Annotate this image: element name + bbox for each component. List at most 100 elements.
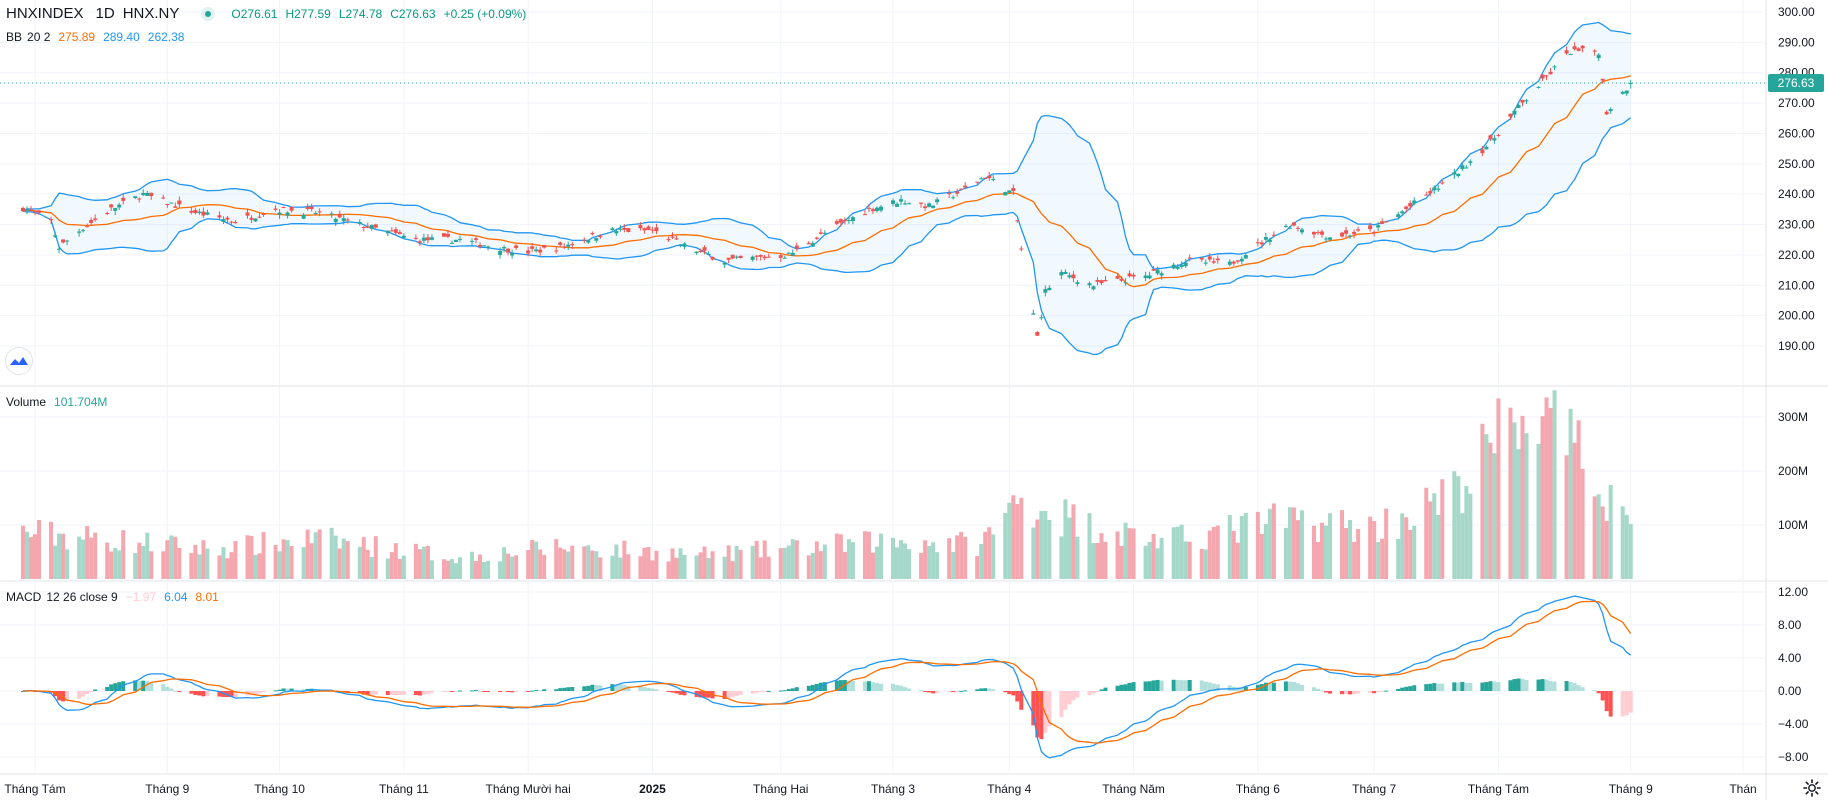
- volume-legend[interactable]: Volume 101.704M: [6, 395, 107, 409]
- volume-bar: [834, 533, 839, 579]
- macd-hist-bar: [470, 690, 475, 692]
- candle: [899, 195, 904, 206]
- candle: [341, 214, 346, 225]
- candle-body: [474, 238, 479, 240]
- volume-bar: [754, 540, 759, 579]
- volume-bar: [161, 551, 166, 579]
- candle: [1131, 272, 1136, 280]
- tradingview-logo-icon[interactable]: [6, 348, 32, 374]
- candle: [369, 224, 374, 231]
- volume-bar: [1311, 525, 1316, 579]
- macd-hist-bar: [61, 691, 66, 702]
- macd-hist-bar: [594, 684, 599, 691]
- macd-hist-bar: [955, 691, 960, 692]
- macd-hist-bar: [449, 691, 454, 692]
- candle-body: [233, 222, 238, 224]
- volume-bar: [1143, 545, 1148, 579]
- volume-bar: [425, 545, 430, 579]
- candle-body: [947, 192, 952, 195]
- macd-hist-bar: [1187, 679, 1192, 691]
- macd-hist-bar: [1376, 691, 1381, 693]
- volume-bar: [457, 557, 462, 579]
- candle-body: [834, 221, 839, 224]
- macd-hist-bar: [1211, 683, 1216, 691]
- candle: [874, 206, 879, 213]
- candle: [730, 254, 735, 260]
- candle: [1540, 74, 1545, 82]
- volume-bar: [217, 555, 222, 579]
- price-axis: 300.00290.00280.00270.00260.00250.00240.…: [1778, 5, 1815, 764]
- candle-body: [694, 251, 699, 254]
- candle: [1596, 53, 1601, 62]
- ohlc-open: O276.61: [231, 6, 278, 21]
- candle-body: [1215, 258, 1220, 261]
- volume-bar: [642, 547, 647, 579]
- macd-hist-bar: [478, 690, 483, 692]
- candle: [790, 249, 795, 256]
- macd-hist-bar: [441, 691, 446, 693]
- candle-body: [1239, 258, 1244, 262]
- volume-bar: [1059, 536, 1064, 579]
- macd-hist-bar: [273, 690, 278, 692]
- volume-bar: [674, 557, 679, 579]
- volume-bar: [1524, 433, 1529, 579]
- candle-body: [794, 245, 799, 249]
- volume-bar: [654, 550, 659, 579]
- volume-bar: [1316, 542, 1321, 579]
- volume-bar: [951, 551, 956, 579]
- candle: [441, 232, 446, 238]
- settings-gear-icon[interactable]: [1802, 778, 1822, 798]
- candle: [1043, 285, 1048, 297]
- volume-bar: [1592, 496, 1597, 579]
- volume-bar: [594, 551, 599, 579]
- macd-hist-bar: [1348, 691, 1353, 695]
- macd-hist-bar: [1255, 684, 1260, 691]
- candle: [834, 219, 839, 226]
- volume-bar: [361, 537, 366, 579]
- candle-body: [538, 249, 543, 253]
- volume-bar: [1432, 493, 1437, 579]
- candle: [951, 195, 956, 200]
- volume-bar: [33, 534, 37, 579]
- candle-body: [1075, 282, 1080, 285]
- volume-bar: [762, 540, 767, 579]
- candle: [502, 245, 507, 253]
- macd-hist-bar: [874, 682, 879, 691]
- candle: [1404, 205, 1409, 213]
- macd-hist-bar: [923, 691, 928, 692]
- macd-hist-bar: [1215, 684, 1220, 691]
- candle: [1311, 231, 1316, 239]
- volume-bar: [1259, 533, 1264, 579]
- candle: [1344, 226, 1349, 238]
- volume-bar: [734, 546, 739, 579]
- macd-signal-line: [22, 600, 1632, 744]
- candle-body: [345, 219, 350, 221]
- candle: [457, 235, 462, 243]
- candle-body: [470, 240, 475, 242]
- candle-body: [1015, 220, 1020, 222]
- candle-body: [626, 228, 631, 233]
- candle: [903, 200, 908, 206]
- macd-hist-bar: [1344, 691, 1349, 695]
- candle-body: [1432, 187, 1437, 191]
- candle: [586, 239, 591, 244]
- candle: [1147, 271, 1152, 280]
- symbol-name[interactable]: HNXINDEX: [6, 5, 84, 22]
- candle: [778, 253, 783, 263]
- macd-hist-bar: [133, 680, 138, 691]
- volume-bar: [486, 560, 491, 579]
- volume-tick-label: 200M: [1778, 464, 1808, 478]
- volume-bar: [1123, 522, 1128, 579]
- bb-legend[interactable]: BB 20 2 275.89 289.40 262.38: [6, 30, 184, 44]
- candle: [1143, 271, 1148, 282]
- interval-label[interactable]: 1D: [95, 5, 115, 22]
- candle-body: [766, 256, 771, 258]
- candle-body: [28, 209, 33, 211]
- candle: [365, 222, 370, 229]
- macd-legend[interactable]: MACD 12 26 close 9 −1.97 6.04 8.01: [6, 590, 219, 604]
- volume-bar: [562, 549, 567, 579]
- macd-hist-bar: [562, 687, 567, 691]
- macd-signal-value: 8.01: [195, 590, 219, 604]
- candle-body: [1047, 287, 1052, 291]
